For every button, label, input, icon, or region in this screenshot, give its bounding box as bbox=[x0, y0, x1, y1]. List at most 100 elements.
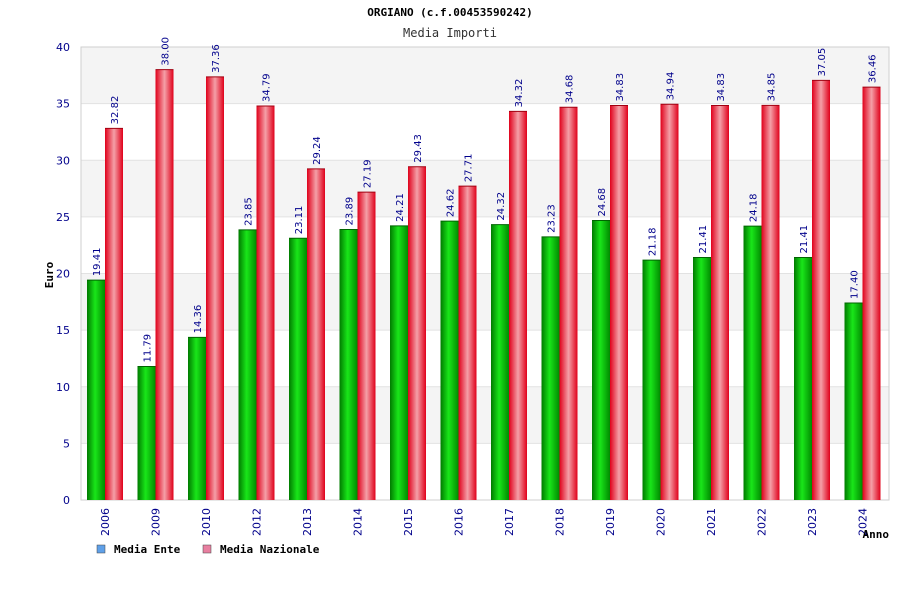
bar-media-ente-2018 bbox=[541, 236, 560, 500]
x-tick-label: 2024 bbox=[857, 508, 870, 536]
x-tick-label: 2019 bbox=[604, 508, 617, 536]
data-label: 34.68 bbox=[565, 75, 576, 104]
bar-media-nazionale-2012 bbox=[256, 106, 275, 501]
bar-media-nazionale-2020 bbox=[660, 104, 679, 500]
y-axis-label: Euro bbox=[43, 261, 56, 288]
bar-media-ente-2020 bbox=[642, 260, 661, 500]
x-tick-label: 2016 bbox=[453, 508, 466, 536]
x-tick-label: 2010 bbox=[200, 508, 213, 536]
data-label: 14.36 bbox=[193, 305, 204, 334]
x-axis-label: Anno bbox=[863, 528, 890, 541]
bar-media-ente-2015 bbox=[390, 225, 408, 500]
y-tick-label: 30 bbox=[56, 154, 70, 167]
chart-subtitle: Media Importi bbox=[403, 26, 497, 40]
data-label: 34.94 bbox=[666, 72, 677, 101]
y-tick-label: 10 bbox=[56, 381, 70, 394]
bar-media-ente-2017 bbox=[491, 224, 509, 501]
bar-media-nazionale-2009 bbox=[155, 69, 174, 501]
plot-frame bbox=[80, 46, 890, 501]
data-label: 29.24 bbox=[312, 136, 323, 165]
data-label: 37.05 bbox=[817, 48, 828, 77]
bars: 19.41 32.82 11.79 38.00 14.36 37.36 23.85 34.79… bbox=[87, 37, 881, 501]
data-label: 23.89 bbox=[345, 197, 356, 226]
bar-media-nazionale-2019 bbox=[610, 105, 628, 501]
data-label: 21.18 bbox=[648, 227, 659, 256]
x-tick-label: 2013 bbox=[301, 508, 314, 536]
data-label: 24.62 bbox=[446, 189, 457, 218]
data-label: 23.11 bbox=[294, 206, 305, 235]
y-tick-label: 0 bbox=[63, 494, 70, 507]
data-label: 27.71 bbox=[464, 154, 475, 183]
y-axis-ticks: 0 5 10 15 20 25 30 35 40 bbox=[56, 41, 70, 507]
data-label: 34.83 bbox=[716, 73, 727, 102]
x-tick-label: 2009 bbox=[150, 508, 163, 536]
bar-media-nazionale-2015 bbox=[408, 166, 426, 500]
data-label: 11.79 bbox=[143, 334, 154, 363]
bar-media-nazionale-2018 bbox=[559, 107, 578, 501]
legend-swatch bbox=[202, 544, 212, 554]
data-label: 29.43 bbox=[413, 134, 424, 163]
chart-title: ORGIANO (c.f.00453590242) bbox=[367, 6, 533, 19]
data-label: 34.83 bbox=[615, 73, 626, 102]
bar-media-ente-2014 bbox=[339, 229, 358, 501]
legend-label: Media Ente bbox=[114, 543, 181, 556]
x-tick-label: 2017 bbox=[503, 508, 516, 536]
data-label: 36.46 bbox=[868, 54, 879, 83]
bar-media-ente-2006 bbox=[87, 280, 105, 500]
data-label: 34.85 bbox=[767, 73, 778, 102]
data-label: 24.21 bbox=[395, 193, 406, 222]
y-tick-label: 15 bbox=[56, 324, 70, 337]
data-label: 34.32 bbox=[514, 79, 525, 108]
bar-media-nazionale-2024 bbox=[862, 87, 881, 500]
x-tick-label: 2012 bbox=[251, 508, 264, 536]
x-tick-label: 2015 bbox=[402, 508, 415, 536]
bar-media-ente-2024 bbox=[844, 302, 863, 500]
data-label: 23.23 bbox=[547, 204, 558, 233]
x-tick-label: 2018 bbox=[554, 508, 567, 536]
bar-media-nazionale-2017 bbox=[509, 111, 527, 501]
x-tick-label: 2014 bbox=[352, 508, 365, 536]
data-label: 24.18 bbox=[749, 194, 760, 223]
x-tick-label: 2023 bbox=[806, 508, 819, 536]
bar-media-ente-2023 bbox=[794, 257, 812, 500]
data-label: 24.32 bbox=[496, 192, 507, 221]
data-label: 23.85 bbox=[244, 197, 255, 226]
y-tick-label: 35 bbox=[56, 98, 70, 111]
data-label: 19.41 bbox=[92, 248, 103, 277]
data-label: 32.82 bbox=[110, 96, 121, 125]
data-label: 37.36 bbox=[211, 44, 222, 73]
bar-media-ente-2009 bbox=[137, 366, 156, 500]
bar-media-nazionale-2016 bbox=[458, 186, 477, 500]
y-tick-label: 5 bbox=[63, 437, 70, 450]
bar-media-nazionale-2021 bbox=[711, 105, 729, 501]
bar-media-nazionale-2023 bbox=[812, 80, 830, 500]
x-tick-label: 2006 bbox=[99, 508, 112, 536]
legend: Media Ente Media Nazionale bbox=[96, 543, 320, 556]
data-label: 27.19 bbox=[363, 159, 374, 188]
bar-media-ente-2013 bbox=[289, 238, 307, 501]
data-label: 24.68 bbox=[597, 188, 608, 217]
legend-label: Media Nazionale bbox=[220, 543, 320, 556]
x-axis-categories: 2006 2009 2010 2012 2013 2014 2015 2016 2017 2018… bbox=[99, 508, 870, 536]
bar-media-ente-2016 bbox=[440, 221, 459, 500]
bar-media-ente-2010 bbox=[188, 337, 206, 500]
data-label: 17.40 bbox=[850, 270, 861, 299]
bar-media-ente-2019 bbox=[592, 220, 610, 500]
bar-media-nazionale-2010 bbox=[206, 76, 224, 500]
data-label: 38.00 bbox=[161, 37, 172, 66]
legend-swatch bbox=[96, 544, 106, 554]
bar-media-ente-2012 bbox=[238, 229, 257, 500]
bar-media-ente-2021 bbox=[693, 257, 711, 500]
x-tick-label: 2022 bbox=[756, 508, 769, 536]
x-tick-label: 2021 bbox=[705, 508, 718, 536]
data-label: 21.41 bbox=[698, 225, 709, 254]
data-label: 21.41 bbox=[799, 225, 810, 254]
bar-media-ente-2022 bbox=[743, 226, 762, 500]
y-tick-label: 40 bbox=[56, 41, 70, 54]
y-tick-label: 25 bbox=[56, 211, 70, 224]
bar-media-nazionale-2014 bbox=[357, 192, 376, 501]
bar-media-nazionale-2006 bbox=[105, 128, 123, 500]
bar-media-nazionale-2013 bbox=[307, 168, 325, 500]
data-label: 34.79 bbox=[262, 73, 273, 102]
